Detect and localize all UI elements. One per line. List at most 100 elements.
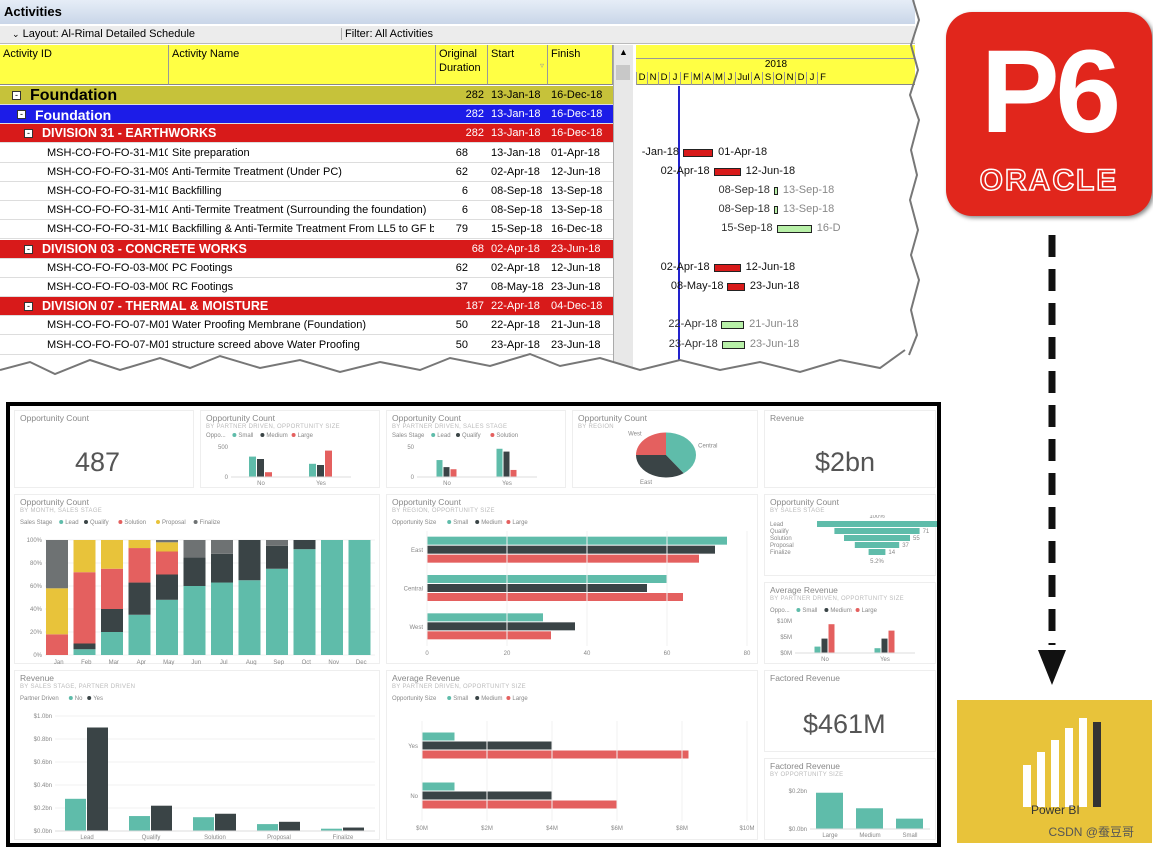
bar (101, 632, 123, 655)
activity-duration: 68 (455, 146, 468, 159)
gantt-start-label: 08-Sep-18 (718, 203, 770, 216)
wbs-row[interactable]: - Foundation 282 13-Jan-18 16-Dec-18 (0, 86, 613, 105)
gantt-finish-label: 21-Jun-18 (749, 318, 799, 331)
activity-row[interactable]: MSH-CO-FO-FO-31-M099 Anti-Termite Treatme… (0, 163, 613, 182)
bar (436, 460, 443, 477)
col-finish[interactable]: Finish (548, 45, 613, 85)
bar (101, 609, 123, 632)
funnel-category: Solution (770, 536, 792, 542)
wbs-row[interactable]: - DIVISION 03 - CONCRETE WORKS 68 02-Apr-18… (0, 239, 613, 259)
wbs-row[interactable]: - DIVISION 31 - EARTHWORKS 282 13-Jan-18 16-… (0, 124, 613, 144)
legend-entry: Large (512, 520, 528, 526)
tile-opp-count-partner-stage[interactable]: Opportunity Count BY PARTNER DRIVEN, SAL… (386, 410, 566, 488)
activity-row[interactable]: MSH-CO-FO-FO-31-M101 Site preparation 68 13… (0, 144, 613, 163)
collapse-icon[interactable]: - (24, 244, 33, 254)
gantt-bar[interactable] (773, 206, 778, 215)
gantt-bar[interactable] (713, 263, 741, 272)
col-start[interactable]: Start ▿ (488, 45, 548, 85)
collapse-icon[interactable]: - (12, 91, 21, 100)
wbs-duration: 282 (465, 127, 484, 140)
x-tick-label: No (257, 481, 265, 487)
x-tick-label: $4M (546, 826, 558, 832)
collapse-icon[interactable]: - (24, 302, 33, 312)
bar (828, 624, 835, 653)
chart-factored-revenue-size: Large Medium Small $0.2bn $0.0bn (789, 789, 930, 839)
col-duration[interactable]: Original Duration (436, 45, 488, 85)
x-tick-label: Jun (191, 660, 201, 665)
tile-opp-count-region-size[interactable]: Opportunity Count BY REGION, OPPORTUNITY… (386, 494, 758, 664)
y-tick-label: 40% (30, 607, 43, 613)
vertical-scrollbar[interactable]: ▲ (613, 45, 633, 372)
gantt-bar[interactable] (683, 148, 714, 157)
y-tick-label: $0.6bn (34, 760, 52, 766)
legend-entry: Solution (124, 520, 146, 526)
bar (46, 540, 68, 589)
tile-opportunity-count[interactable]: Opportunity Count 487 (14, 410, 194, 488)
bar (73, 643, 96, 650)
tile-avg-revenue-size[interactable]: Average Revenue BY PARTNER DRIVEN, OPPOR… (386, 670, 758, 840)
y-tick-label: No (410, 794, 418, 800)
activity-finish: 12-Jun-18 (551, 165, 601, 178)
scroll-up-icon[interactable]: ▲ (619, 47, 628, 57)
legend-entry: Lead (65, 520, 78, 526)
legend-entry: No (75, 696, 83, 702)
tile-subtitle: BY OPPORTUNITY SIZE (770, 772, 844, 778)
month-tick: A (751, 72, 762, 85)
activity-row[interactable]: MSH-CO-FO-FO-03-M006 RC Footings 37 08-May-… (0, 278, 613, 297)
tile-revenue[interactable]: Revenue $2bn (764, 410, 936, 488)
pie-slice (636, 455, 684, 478)
activity-row[interactable]: MSH-CO-FO-FO-31-M100 Backfilling 6 08-Sep-1… (0, 182, 613, 201)
tile-title: Opportunity Count (20, 413, 89, 423)
gantt-bar[interactable] (776, 225, 812, 234)
month-tick: J (669, 72, 680, 85)
wbs-start: 02-Apr-18 (491, 242, 540, 255)
scroll-thumb[interactable] (616, 65, 630, 80)
tile-opp-count-partner-size[interactable]: Opportunity Count BY PARTNER DRIVEN, OPP… (200, 410, 380, 488)
bar (427, 575, 667, 583)
tile-revenue-stage[interactable]: Revenue BY SALES STAGE, PARTNER DRIVEN P… (14, 670, 380, 841)
chart-opp-region-size: Opportunity Size Small Medium Large East Cent… (392, 520, 751, 657)
collapse-icon[interactable]: - (17, 110, 26, 120)
bar (317, 465, 324, 477)
col-activity-id[interactable]: Activity ID (0, 45, 169, 85)
bar (211, 553, 233, 583)
gantt-bar[interactable] (727, 283, 745, 291)
activity-duration: 50 (455, 338, 468, 351)
gantt-bar[interactable] (773, 187, 778, 195)
gantt-start-label: 08-Sep-18 (718, 184, 770, 196)
legend-entry: Lead (437, 433, 450, 439)
tile-opp-count-region[interactable]: Opportunity Count BY REGION Central East W… (572, 410, 758, 488)
legend-entry: Qualify (90, 520, 109, 526)
tile-factored-revenue[interactable]: Factored Revenue $461M (764, 670, 936, 752)
activity-row[interactable]: MSH-CO-FO-FO-31-M103 Backfilling & Anti-T… (0, 220, 613, 240)
bar (279, 821, 300, 831)
x-tick-label: Proposal (267, 835, 291, 841)
layout-selector[interactable]: ⌄ Layout: Al-Rimal Detailed Schedule (12, 28, 342, 40)
activity-row[interactable]: MSH-CO-FO-FO-31-M102 Anti-Termite Treatme… (0, 201, 613, 221)
legend-title: Oppo... (206, 433, 226, 439)
wbs-finish: 16-Dec-18 (551, 108, 603, 121)
legend-marker (447, 696, 452, 700)
tile-title: Average Revenue (770, 585, 838, 595)
gantt-bar[interactable] (721, 340, 745, 349)
y-tick-label: 20% (30, 630, 43, 636)
collapse-icon[interactable]: - (24, 129, 33, 139)
activity-row[interactable]: MSH-CO-FO-FO-03-M004 PC Footings 62 02-Apr-… (0, 259, 613, 278)
bar (309, 463, 316, 477)
gantt-bar[interactable] (713, 167, 741, 176)
wbs-row[interactable]: - Foundation 282 13-Jan-18 16-Dec-18 (0, 105, 613, 125)
col-activity-name[interactable]: Activity Name (169, 45, 436, 85)
activity-row[interactable]: MSH-CO-FO-FO-07-M016 Water Proofing Membr… (0, 316, 613, 336)
gantt-bar[interactable] (721, 321, 745, 330)
funnel-category: Qualify (770, 529, 789, 535)
filter-label[interactable]: Filter: All Activities (345, 28, 434, 40)
chart-avg-revenue: Oppo... Small Medium Large No Yes $10M $5M $0M (770, 608, 915, 663)
tile-opp-count-month[interactable]: Opportunity Count BY MONTH, SALES STAGE … (14, 494, 380, 665)
tile-factored-revenue-size[interactable]: Factored Revenue BY OPPORTUNITY SIZE Lar… (764, 758, 936, 840)
pie-label: East (640, 480, 652, 486)
y-tick-label: East (411, 548, 423, 554)
tile-avg-revenue[interactable]: Average Revenue BY PARTNER DRIVEN, OPPOR… (764, 582, 936, 664)
tile-opp-count-stage[interactable]: Opportunity Count BY SALES STAGE 100% Lea… (764, 494, 937, 576)
wbs-row[interactable]: - DIVISION 07 - THERMAL & MOISTURE 187 22-A… (0, 297, 613, 317)
activity-row[interactable]: MSH-CO-FO-FO-07-M017 structure screed abo… (0, 336, 613, 355)
